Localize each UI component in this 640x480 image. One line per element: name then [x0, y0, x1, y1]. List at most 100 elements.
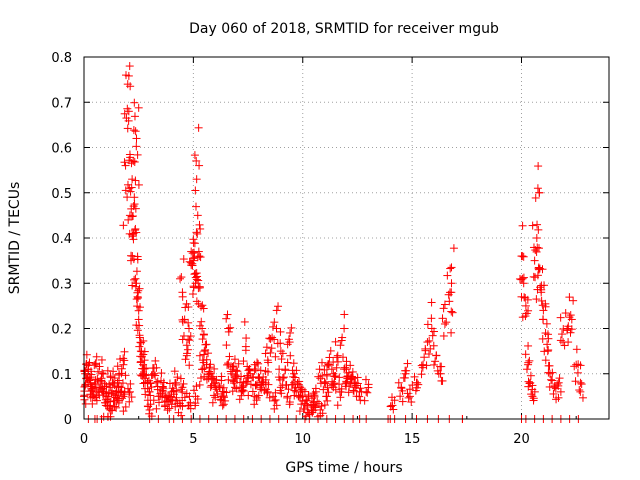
data-point [355, 392, 364, 401]
x-tick-label: 15 [404, 432, 421, 447]
data-point [437, 362, 446, 371]
data-point [264, 358, 273, 367]
data-point [250, 392, 259, 401]
data-point [534, 225, 543, 234]
data-point [199, 358, 208, 367]
y-tick-label: 0 [64, 413, 72, 428]
data-point [209, 391, 218, 400]
data-point [130, 193, 139, 202]
data-point [92, 352, 101, 361]
data-point [270, 335, 279, 344]
data-point [106, 372, 115, 381]
data-point [425, 336, 434, 345]
data-point [577, 380, 586, 389]
data-point [239, 357, 248, 366]
data-point [110, 402, 119, 411]
data-point [272, 324, 281, 333]
data-point [256, 366, 265, 375]
data-point [283, 358, 292, 367]
data-point [124, 215, 133, 224]
data-point [533, 184, 542, 193]
data-point [192, 175, 201, 184]
data-point [126, 82, 135, 91]
data-point [222, 314, 231, 323]
data-point [125, 397, 134, 406]
data-point [92, 393, 101, 402]
data-point [403, 389, 412, 398]
data-point [427, 298, 436, 307]
data-point [332, 363, 341, 372]
data-point [99, 369, 108, 378]
data-point [81, 399, 90, 408]
data-point [120, 390, 129, 399]
data-point [549, 389, 558, 398]
data-point [171, 379, 179, 388]
data-point [388, 393, 396, 402]
data-point [447, 307, 456, 316]
data-point [97, 355, 106, 364]
data-point [522, 365, 531, 374]
data-point [224, 359, 233, 368]
data-point [258, 377, 267, 386]
data-point [531, 193, 540, 202]
data-point [386, 402, 395, 411]
data-point [540, 281, 549, 290]
data-point [223, 310, 232, 319]
data-point [226, 367, 235, 376]
y-tick-label: 0.1 [51, 368, 72, 383]
data-point [554, 381, 563, 390]
data-point [447, 288, 456, 297]
data-point [340, 310, 349, 319]
data-point [547, 375, 556, 384]
data-point [176, 374, 185, 383]
data-point [291, 383, 300, 392]
data-point [410, 372, 419, 381]
data-point [286, 328, 295, 337]
data-point [278, 349, 287, 358]
data-point [185, 324, 193, 333]
data-point [265, 393, 274, 402]
plot-frame [83, 56, 610, 420]
data-point [101, 398, 110, 407]
data-point [240, 317, 249, 326]
data-point [123, 384, 132, 393]
y-tick-label: 0.2 [51, 323, 72, 338]
data-point [309, 389, 318, 398]
data-point [237, 391, 246, 400]
data-point [300, 404, 309, 413]
data-point [557, 330, 566, 339]
data-point [182, 389, 191, 398]
data-point [124, 107, 133, 116]
data-point [99, 391, 108, 400]
data-point [208, 398, 217, 407]
data-point [526, 371, 535, 380]
data-point [97, 377, 106, 386]
data-point [556, 313, 565, 322]
data-point [424, 349, 433, 358]
data-point [192, 275, 201, 284]
data-point [165, 404, 174, 413]
data-point [248, 387, 257, 396]
data-point [524, 358, 533, 367]
data-point [212, 385, 221, 394]
data-point [576, 378, 585, 387]
data-point [119, 407, 128, 416]
data-point [388, 401, 397, 410]
data-point [114, 398, 123, 407]
data-point [173, 373, 182, 382]
data-point [533, 220, 542, 229]
data-point [184, 318, 193, 327]
data-point [222, 341, 231, 350]
data-point [141, 378, 150, 387]
data-point [187, 261, 196, 270]
data-point [304, 392, 313, 401]
data-point [218, 401, 227, 410]
data-point [219, 400, 228, 409]
data-point [134, 306, 143, 315]
data-point [268, 333, 277, 342]
data-point [122, 114, 131, 123]
data-point [330, 372, 339, 381]
data-point [225, 352, 234, 361]
data-point [431, 357, 440, 366]
data-point [198, 365, 207, 374]
